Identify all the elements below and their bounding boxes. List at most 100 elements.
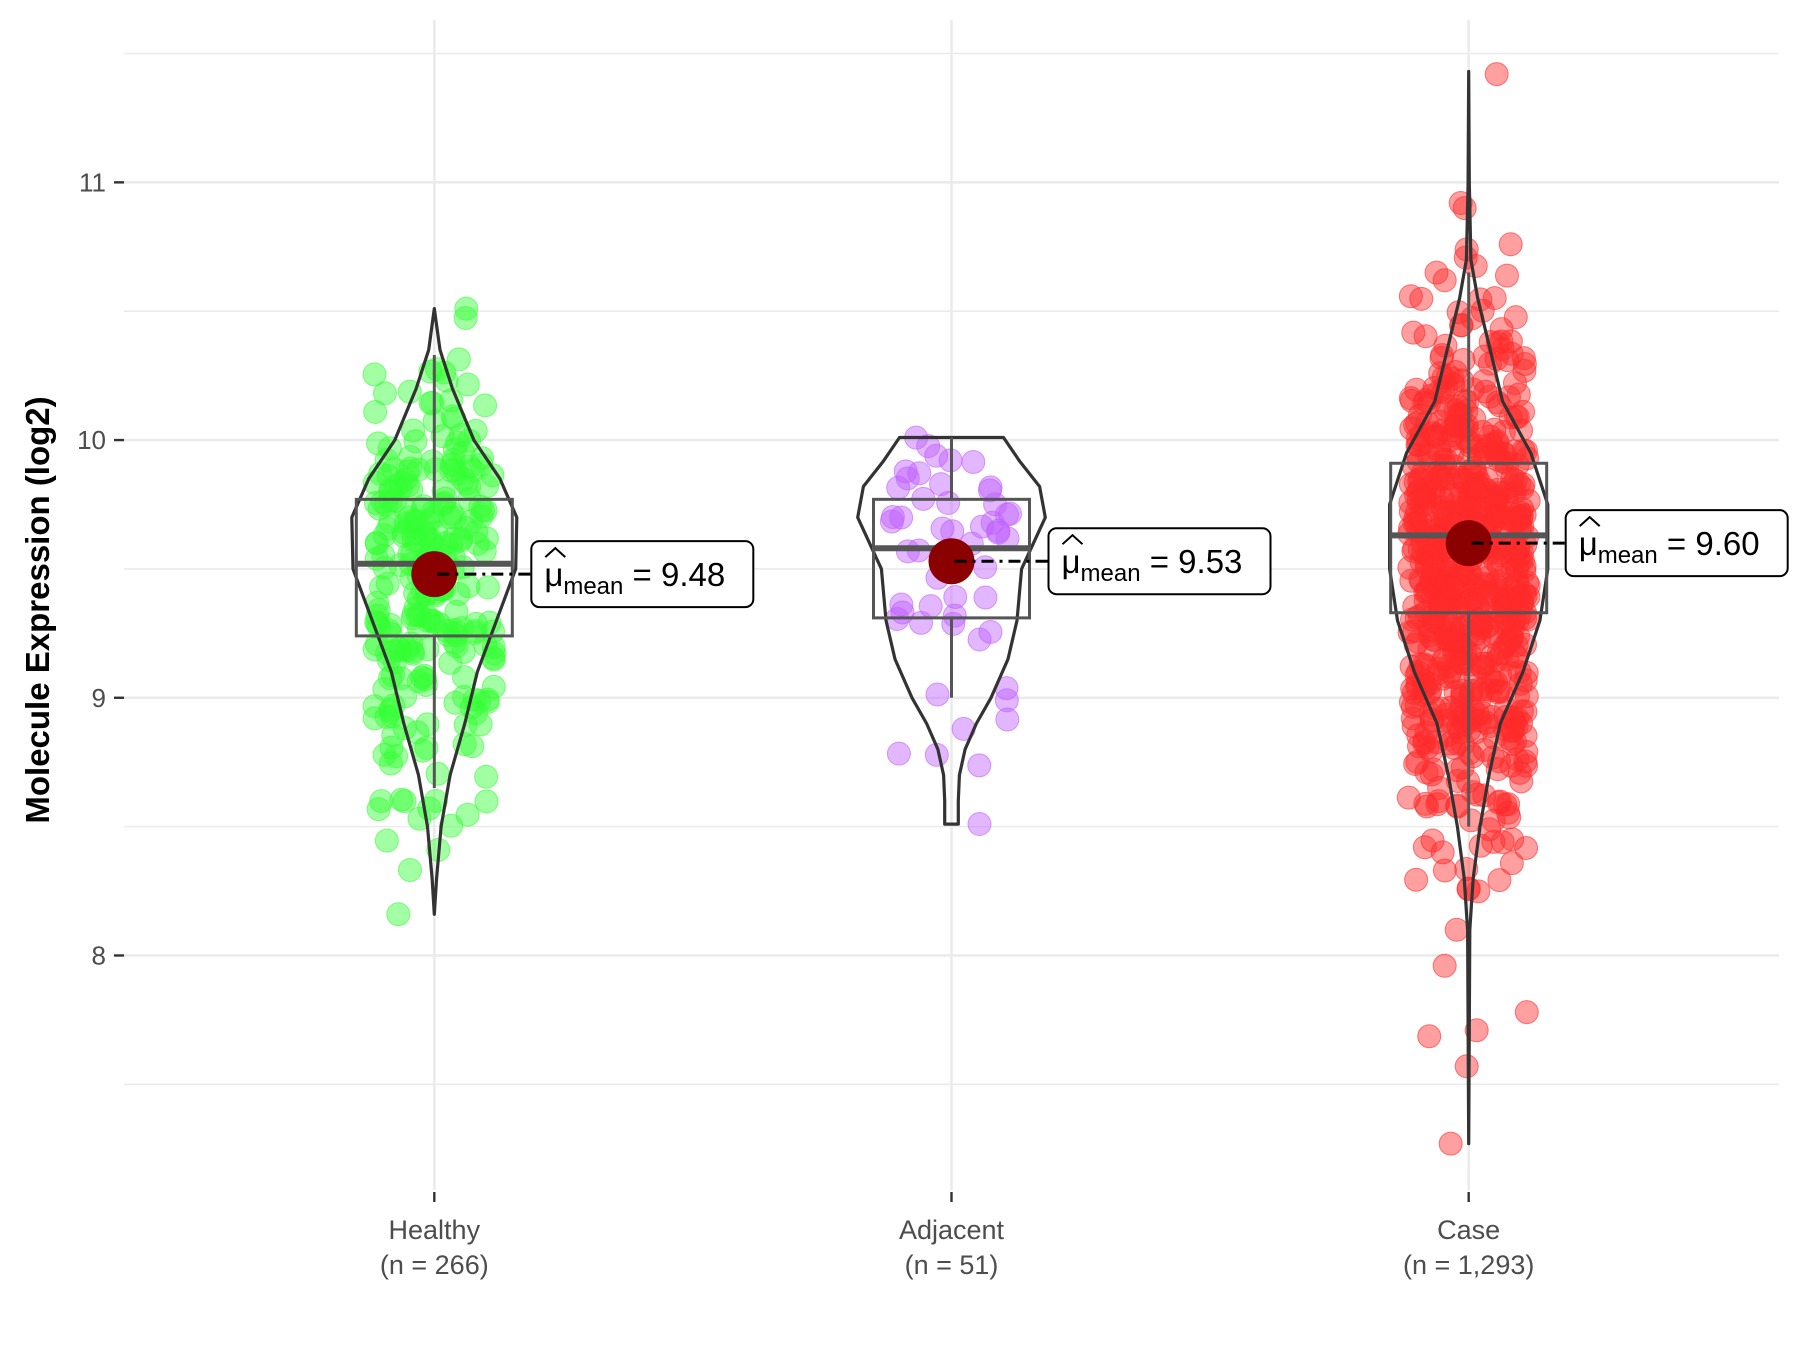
data-point bbox=[1431, 447, 1456, 472]
data-point bbox=[1514, 1000, 1539, 1025]
y-axis-title: Molecule Expression (log2) bbox=[19, 396, 56, 823]
data-point bbox=[444, 599, 469, 624]
data-point bbox=[1404, 867, 1429, 892]
data-point bbox=[1443, 413, 1468, 438]
data-point bbox=[1482, 286, 1507, 311]
data-point bbox=[978, 619, 1003, 644]
x-tick-label: Case bbox=[1437, 1215, 1500, 1245]
data-point bbox=[1472, 571, 1497, 596]
data-point bbox=[369, 575, 394, 600]
data-point bbox=[1486, 678, 1511, 703]
data-point bbox=[456, 574, 481, 599]
data-point bbox=[1499, 587, 1524, 612]
data-point-outlier bbox=[1430, 840, 1455, 865]
data-point bbox=[443, 505, 468, 530]
data-point bbox=[425, 761, 450, 786]
data-point bbox=[895, 466, 920, 491]
data-point bbox=[462, 620, 487, 645]
data-point bbox=[1499, 341, 1524, 366]
data-point bbox=[1498, 329, 1523, 354]
data-point bbox=[1487, 789, 1512, 814]
data-point bbox=[1502, 439, 1527, 464]
data-point-outlier bbox=[1498, 232, 1523, 257]
data-point bbox=[1402, 618, 1427, 643]
data-point bbox=[1489, 317, 1514, 342]
data-point bbox=[398, 858, 423, 883]
data-point bbox=[413, 672, 438, 697]
data-point bbox=[1502, 371, 1527, 396]
data-point bbox=[1478, 714, 1503, 739]
data-point bbox=[1413, 791, 1438, 816]
data-point bbox=[1406, 480, 1431, 505]
data-point bbox=[973, 555, 998, 580]
data-point bbox=[1465, 782, 1490, 807]
mean-label-symbol: μ bbox=[1062, 543, 1081, 580]
data-point bbox=[389, 787, 414, 812]
data-point bbox=[1514, 739, 1539, 764]
data-point bbox=[994, 688, 1019, 713]
data-point bbox=[1514, 684, 1539, 709]
data-point bbox=[1475, 565, 1500, 590]
data-point bbox=[443, 690, 468, 715]
data-point bbox=[362, 362, 387, 387]
data-point bbox=[961, 450, 986, 475]
data-point bbox=[1406, 489, 1431, 514]
y-tick-label: 9 bbox=[92, 683, 106, 713]
data-point bbox=[417, 606, 442, 631]
mean-point bbox=[411, 551, 458, 598]
data-point bbox=[1492, 506, 1517, 531]
data-point bbox=[439, 458, 464, 483]
data-point bbox=[467, 688, 492, 713]
data-point bbox=[1442, 735, 1467, 760]
data-point bbox=[393, 511, 418, 536]
data-point bbox=[1405, 750, 1430, 775]
data-point bbox=[1509, 699, 1534, 724]
data-point bbox=[362, 706, 387, 731]
data-point bbox=[1499, 851, 1524, 876]
data-point bbox=[1512, 358, 1537, 383]
x-tick-sample-size: (n = 51) bbox=[905, 1250, 999, 1280]
data-point bbox=[1432, 858, 1457, 883]
data-point-outlier bbox=[1432, 268, 1457, 293]
data-point bbox=[372, 381, 397, 406]
data-point bbox=[375, 571, 400, 596]
data-point bbox=[407, 602, 432, 627]
y-tick-label: 11 bbox=[79, 167, 106, 197]
data-point bbox=[1488, 679, 1513, 704]
data-point-outlier bbox=[967, 812, 992, 837]
violin-outline bbox=[1388, 69, 1550, 1146]
x-tick-sample-size: (n = 1,293) bbox=[1403, 1250, 1534, 1280]
data-point bbox=[1481, 440, 1506, 465]
data-point bbox=[1495, 602, 1520, 627]
data-point bbox=[1424, 422, 1449, 447]
data-point bbox=[1491, 419, 1516, 444]
data-point bbox=[420, 390, 445, 415]
data-point bbox=[1460, 377, 1485, 402]
data-point bbox=[1469, 655, 1494, 680]
data-point bbox=[398, 445, 423, 470]
mean-label: μmean = 9.48 bbox=[544, 556, 725, 600]
data-point bbox=[936, 491, 961, 516]
data-point bbox=[1421, 556, 1446, 581]
data-point bbox=[481, 674, 506, 699]
data-point bbox=[943, 585, 968, 610]
data-point bbox=[1409, 286, 1434, 311]
x-axis: Healthy (n = 266) Adjacent (n = 51) Case (n =… bbox=[380, 1192, 1534, 1280]
data-point bbox=[1509, 541, 1534, 566]
data-point bbox=[1500, 827, 1525, 852]
data-point bbox=[1396, 785, 1421, 810]
violin-outline bbox=[856, 435, 1047, 826]
data-point bbox=[889, 505, 914, 530]
data-point bbox=[973, 585, 998, 610]
data-point-outlier bbox=[386, 902, 411, 927]
data-point bbox=[977, 478, 1002, 503]
data-point bbox=[880, 505, 905, 530]
data-point bbox=[1436, 466, 1461, 491]
data-point bbox=[403, 596, 428, 621]
mean-label-subscript: mean bbox=[1598, 542, 1658, 569]
data-point bbox=[374, 448, 399, 473]
data-point bbox=[967, 753, 992, 778]
data-point bbox=[889, 592, 914, 617]
data-point bbox=[1425, 792, 1450, 817]
